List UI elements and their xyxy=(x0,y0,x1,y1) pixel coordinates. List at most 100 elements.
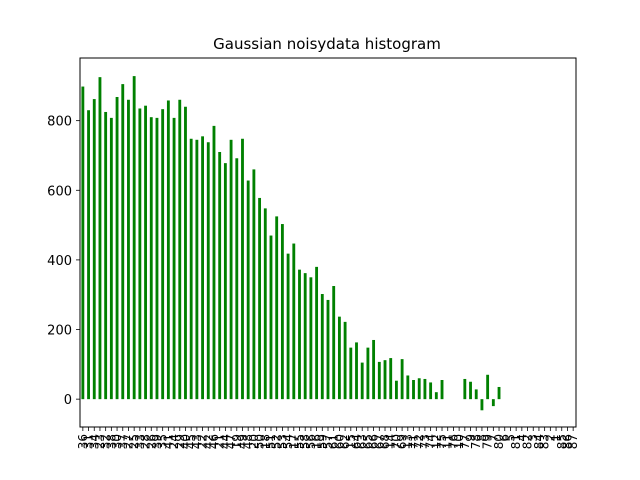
x-axis: 3631342332383037272533282639354124294045… xyxy=(76,427,580,449)
bar-61 xyxy=(332,286,336,400)
bar-41 xyxy=(166,100,170,400)
x-tick-label: 57 xyxy=(321,434,335,449)
bar-67 xyxy=(377,361,381,400)
bar-58 xyxy=(303,273,307,400)
x-tick-label: 1 xyxy=(549,434,563,442)
plot-frame xyxy=(79,57,577,428)
bar-21 xyxy=(218,151,222,400)
x-tick-label: 82 xyxy=(521,434,535,449)
x-tick-label: 9 xyxy=(464,434,478,442)
x-tick-label: 74 xyxy=(424,434,438,449)
x-tick-label: 25 xyxy=(127,434,141,449)
x-tick-label: 27 xyxy=(121,434,135,449)
x-tick-label: 13 xyxy=(401,434,415,449)
bar-15 xyxy=(349,347,353,400)
x-tick-label: 31 xyxy=(82,434,96,449)
x-tick-label: 71 xyxy=(407,434,421,449)
x-tick-label: 28 xyxy=(139,434,153,449)
bar-28 xyxy=(144,105,147,400)
x-tick-label: 58 xyxy=(298,434,312,449)
bar-79 xyxy=(486,374,490,400)
x-tick-label: 18 xyxy=(258,434,272,449)
x-tick-label: 11 xyxy=(441,434,455,449)
bar-59 xyxy=(320,294,324,400)
bars-group xyxy=(81,76,501,411)
x-tick-label: 29 xyxy=(173,434,187,449)
bar-78 xyxy=(474,389,478,400)
bar-39 xyxy=(155,117,159,400)
x-tick-label: 7 xyxy=(486,434,500,442)
bar-54 xyxy=(286,253,290,400)
bar-18 xyxy=(263,208,267,400)
x-tick-label: 34 xyxy=(87,434,101,449)
x-tick-label: 54 xyxy=(281,434,295,449)
bar-57 xyxy=(326,299,330,400)
x-tick-label: 69 xyxy=(395,434,409,449)
x-tick-label: 50 xyxy=(253,434,267,449)
x-tick-label: 2 xyxy=(543,434,557,442)
x-tick-label: 61 xyxy=(327,434,341,449)
bar-9 xyxy=(469,381,472,400)
bar-60 xyxy=(337,316,341,400)
x-tick-label: 39 xyxy=(150,434,164,449)
bar-48 xyxy=(246,180,250,400)
bar-49 xyxy=(241,138,244,400)
x-tick-label: 42 xyxy=(201,434,215,449)
bar-55 xyxy=(298,269,301,400)
bar-80 xyxy=(497,386,501,400)
x-tick-label: 48 xyxy=(241,434,255,449)
x-tick-label: 20 xyxy=(247,434,261,449)
x-tick-label: 80 xyxy=(492,434,506,449)
bar-50 xyxy=(258,197,262,400)
bar-33 xyxy=(138,108,142,400)
x-tick-label: 23 xyxy=(93,434,107,449)
x-tick-label: 10 xyxy=(452,434,466,449)
bar-70 xyxy=(394,380,398,400)
bar-13 xyxy=(406,375,410,400)
x-tick-label: 5 xyxy=(503,434,517,442)
x-tick-label: 26 xyxy=(144,434,158,449)
x-tick-label: 3 xyxy=(526,434,540,442)
bar-19 xyxy=(235,158,239,400)
x-tick-label: 16 xyxy=(310,434,324,449)
bar-35 xyxy=(161,109,165,400)
bar-43 xyxy=(195,139,199,400)
x-tick-label: 21 xyxy=(213,434,227,449)
x-tick-label: 12 xyxy=(429,434,443,449)
bar-75 xyxy=(440,380,444,400)
x-tick-label: 68 xyxy=(378,434,392,449)
bar-71 xyxy=(412,380,415,400)
x-tick-label: 86 xyxy=(560,434,574,449)
bar-30 xyxy=(115,96,119,400)
x-tick-label: 78 xyxy=(469,434,483,449)
x-tick-label: 63 xyxy=(355,434,369,449)
x-tick-label: 85 xyxy=(555,434,569,449)
x-tick-label: 67 xyxy=(372,434,386,449)
bar-24 xyxy=(172,117,176,400)
bar-12 xyxy=(434,392,438,400)
x-tick-label: 76 xyxy=(446,434,460,449)
x-tick-label: 33 xyxy=(133,434,147,449)
bar-46 xyxy=(212,125,216,400)
bar-63 xyxy=(360,362,364,400)
bar-8 xyxy=(480,399,484,411)
x-tick-label: 72 xyxy=(412,434,426,449)
bar-47 xyxy=(229,139,233,400)
x-tick-label: 53 xyxy=(275,434,289,449)
bar-64 xyxy=(355,342,358,400)
x-tick-label: 45 xyxy=(184,434,198,449)
bar-26 xyxy=(149,117,153,400)
bar-69 xyxy=(400,359,404,400)
x-tick-label: 59 xyxy=(315,434,329,449)
x-tick-label: 41 xyxy=(161,434,175,449)
bar-36 xyxy=(81,86,85,400)
x-tick-label: 79 xyxy=(481,434,495,449)
x-tick-label: 55 xyxy=(292,434,306,449)
chart-title: Gaussian noisydata histogram xyxy=(213,35,441,53)
bar-77 xyxy=(463,378,467,400)
x-tick-label: 52 xyxy=(270,434,284,449)
bar-20 xyxy=(252,169,256,400)
x-tick-label: 70 xyxy=(389,434,403,449)
x-tick-label: 62 xyxy=(338,434,352,449)
bar-37 xyxy=(121,84,125,400)
